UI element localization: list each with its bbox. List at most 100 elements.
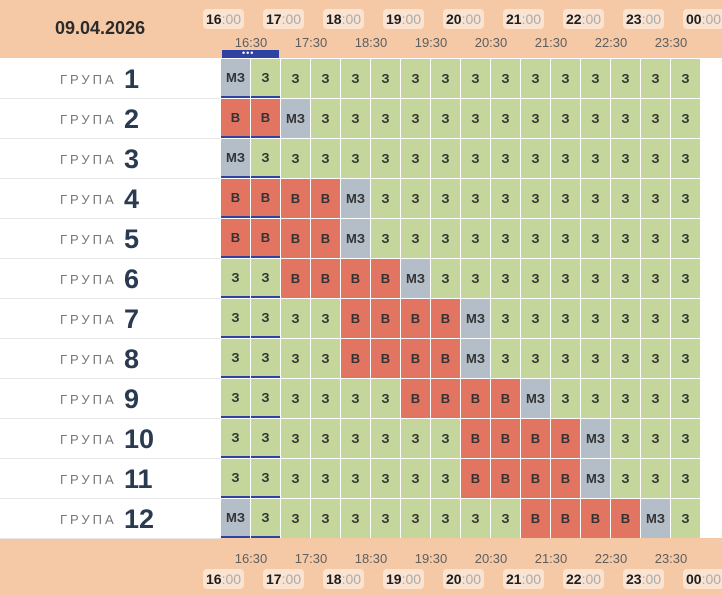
schedule-cell[interactable]: З <box>221 299 250 338</box>
schedule-cell[interactable]: З <box>251 299 280 338</box>
schedule-cell[interactable]: З <box>491 259 520 298</box>
schedule-cell[interactable]: З <box>581 259 610 298</box>
schedule-cell[interactable]: З <box>461 139 490 178</box>
schedule-cell[interactable]: В <box>551 499 580 538</box>
schedule-cell[interactable]: З <box>551 59 580 98</box>
schedule-cell[interactable]: З <box>401 459 430 498</box>
schedule-cell[interactable]: З <box>371 459 400 498</box>
schedule-cell[interactable]: З <box>371 419 400 458</box>
schedule-cell[interactable]: З <box>641 419 670 458</box>
schedule-cell[interactable]: В <box>371 339 400 378</box>
schedule-cell[interactable]: В <box>491 459 520 498</box>
schedule-cell[interactable]: З <box>281 419 310 458</box>
schedule-cell[interactable]: З <box>221 419 250 458</box>
schedule-cell[interactable]: З <box>461 499 490 538</box>
schedule-cell[interactable]: З <box>461 219 490 258</box>
schedule-cell[interactable]: З <box>611 139 640 178</box>
schedule-cell[interactable]: З <box>491 179 520 218</box>
schedule-cell[interactable]: З <box>461 99 490 138</box>
schedule-cell[interactable]: З <box>641 59 670 98</box>
schedule-cell[interactable]: З <box>371 379 400 418</box>
schedule-cell[interactable]: З <box>671 499 700 538</box>
schedule-cell[interactable]: З <box>551 339 580 378</box>
schedule-cell[interactable]: МЗ <box>581 419 610 458</box>
schedule-cell[interactable]: З <box>611 459 640 498</box>
schedule-cell[interactable]: З <box>551 139 580 178</box>
schedule-cell[interactable]: З <box>371 179 400 218</box>
schedule-cell[interactable]: З <box>491 499 520 538</box>
schedule-cell[interactable]: З <box>521 139 550 178</box>
schedule-cell[interactable]: МЗ <box>401 259 430 298</box>
schedule-cell[interactable]: З <box>551 259 580 298</box>
schedule-cell[interactable]: З <box>281 499 310 538</box>
schedule-cell[interactable]: В <box>401 339 430 378</box>
schedule-cell[interactable]: В <box>371 259 400 298</box>
schedule-cell[interactable]: З <box>341 139 370 178</box>
schedule-cell[interactable]: МЗ <box>221 59 250 98</box>
schedule-cell[interactable]: З <box>401 59 430 98</box>
schedule-cell[interactable]: З <box>491 299 520 338</box>
schedule-cell[interactable]: З <box>281 339 310 378</box>
schedule-cell[interactable]: З <box>581 179 610 218</box>
schedule-cell[interactable]: З <box>581 379 610 418</box>
schedule-cell[interactable]: З <box>281 379 310 418</box>
schedule-cell[interactable]: З <box>611 219 640 258</box>
schedule-cell[interactable]: З <box>371 99 400 138</box>
schedule-cell[interactable]: В <box>251 179 280 218</box>
schedule-cell[interactable]: В <box>581 499 610 538</box>
schedule-cell[interactable]: З <box>311 59 340 98</box>
schedule-cell[interactable]: МЗ <box>341 219 370 258</box>
schedule-cell[interactable]: В <box>521 419 550 458</box>
schedule-cell[interactable]: В <box>371 299 400 338</box>
schedule-cell[interactable]: З <box>671 59 700 98</box>
schedule-cell[interactable]: З <box>581 59 610 98</box>
schedule-cell[interactable]: З <box>551 299 580 338</box>
schedule-cell[interactable]: З <box>461 179 490 218</box>
schedule-cell[interactable]: З <box>671 419 700 458</box>
schedule-cell[interactable]: З <box>311 139 340 178</box>
schedule-cell[interactable]: З <box>221 379 250 418</box>
schedule-cell[interactable]: В <box>341 259 370 298</box>
schedule-cell[interactable]: З <box>401 99 430 138</box>
schedule-cell[interactable]: В <box>251 99 280 138</box>
schedule-cell[interactable]: В <box>341 339 370 378</box>
schedule-cell[interactable]: МЗ <box>641 499 670 538</box>
schedule-cell[interactable]: В <box>431 299 460 338</box>
schedule-cell[interactable]: З <box>641 139 670 178</box>
schedule-cell[interactable]: В <box>461 419 490 458</box>
schedule-cell[interactable]: З <box>491 219 520 258</box>
schedule-cell[interactable]: З <box>671 179 700 218</box>
schedule-cell[interactable]: З <box>551 379 580 418</box>
schedule-cell[interactable]: З <box>341 499 370 538</box>
schedule-cell[interactable]: З <box>611 299 640 338</box>
schedule-cell[interactable]: В <box>611 499 640 538</box>
schedule-cell[interactable]: З <box>581 339 610 378</box>
schedule-cell[interactable]: В <box>401 299 430 338</box>
schedule-cell[interactable]: В <box>461 379 490 418</box>
schedule-cell[interactable]: З <box>611 179 640 218</box>
schedule-cell[interactable]: З <box>611 59 640 98</box>
schedule-cell[interactable]: З <box>641 259 670 298</box>
schedule-cell[interactable]: З <box>221 259 250 298</box>
schedule-cell[interactable]: В <box>221 179 250 218</box>
schedule-cell[interactable]: З <box>431 219 460 258</box>
schedule-cell[interactable]: З <box>521 339 550 378</box>
schedule-cell[interactable]: З <box>251 59 280 98</box>
schedule-cell[interactable]: В <box>251 219 280 258</box>
schedule-cell[interactable]: МЗ <box>521 379 550 418</box>
schedule-cell[interactable]: З <box>431 59 460 98</box>
schedule-cell[interactable]: З <box>671 339 700 378</box>
schedule-cell[interactable]: З <box>431 179 460 218</box>
schedule-cell[interactable]: З <box>641 179 670 218</box>
schedule-cell[interactable]: З <box>371 59 400 98</box>
schedule-cell[interactable]: З <box>251 459 280 498</box>
schedule-cell[interactable]: З <box>581 99 610 138</box>
schedule-cell[interactable]: З <box>641 99 670 138</box>
schedule-cell[interactable]: В <box>281 179 310 218</box>
schedule-cell[interactable]: МЗ <box>281 99 310 138</box>
schedule-cell[interactable]: З <box>671 219 700 258</box>
schedule-cell[interactable]: З <box>401 499 430 538</box>
schedule-cell[interactable]: З <box>401 179 430 218</box>
schedule-cell[interactable]: З <box>431 139 460 178</box>
schedule-cell[interactable]: З <box>671 99 700 138</box>
